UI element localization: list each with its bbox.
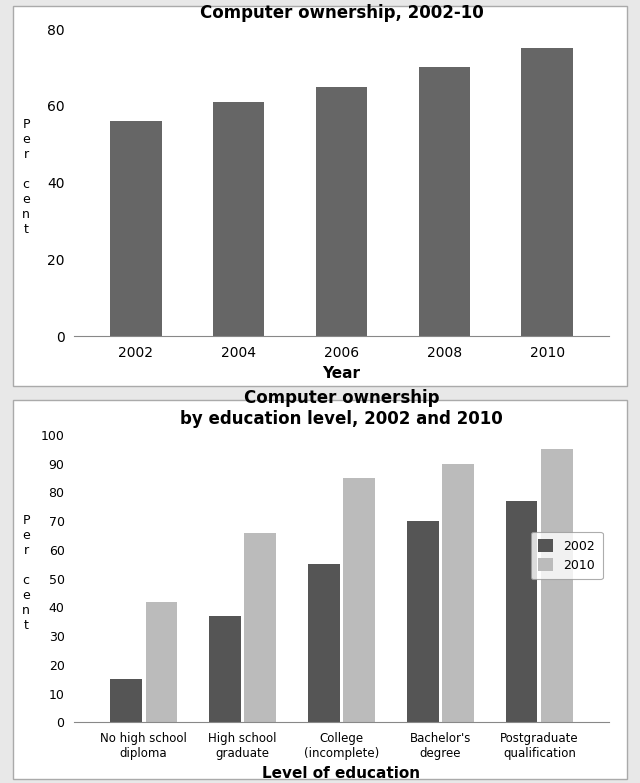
Bar: [316, 87, 367, 337]
Bar: [506, 501, 538, 723]
Bar: [541, 449, 573, 723]
Bar: [244, 532, 276, 723]
Bar: [213, 102, 264, 337]
Y-axis label: P
e
r
 
c
e
n
t: P e r c e n t: [22, 514, 30, 632]
Bar: [407, 521, 438, 723]
Bar: [442, 464, 474, 723]
Bar: [308, 565, 340, 723]
Legend: 2002, 2010: 2002, 2010: [531, 532, 602, 579]
Bar: [419, 67, 470, 337]
Bar: [145, 601, 177, 723]
Bar: [110, 121, 162, 337]
Title: Computer ownership, 2002-10: Computer ownership, 2002-10: [200, 4, 483, 22]
X-axis label: Year: Year: [323, 366, 360, 381]
Bar: [209, 616, 241, 723]
Bar: [344, 478, 375, 723]
Y-axis label: P
e
r
 
c
e
n
t: P e r c e n t: [22, 117, 30, 236]
Title: Computer ownership
by education level, 2002 and 2010: Computer ownership by education level, 2…: [180, 389, 503, 428]
Bar: [522, 49, 573, 337]
Bar: [110, 679, 141, 723]
X-axis label: Level of education: Level of education: [262, 766, 420, 781]
